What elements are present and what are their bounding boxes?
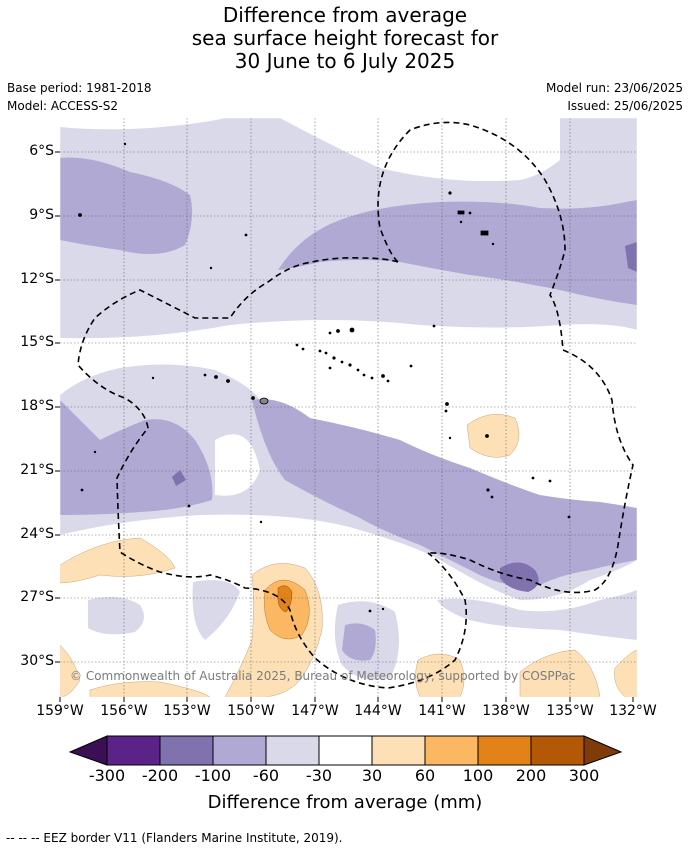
- lon-label-135w: 135°W: [546, 703, 594, 719]
- islands: [78, 142, 571, 613]
- colorbar-tick-label: -100: [194, 766, 232, 785]
- lavender-patch-west: [88, 596, 144, 635]
- colorbar-title: Difference from average (mm): [207, 792, 483, 813]
- colorbar-swatch-5: [318, 735, 373, 766]
- negative-band-central: [252, 399, 637, 586]
- neutral-region-mid: [215, 434, 260, 496]
- colorbar: [68, 735, 623, 766]
- lat-label-30s: 30°S: [20, 653, 54, 669]
- lat-label-27s: 27°S: [20, 589, 54, 605]
- eez-borders: [77, 121, 634, 689]
- colorbar-extend-low: [68, 735, 108, 766]
- graticule: [60, 118, 637, 697]
- lon-label-159w: 159°W: [36, 703, 84, 719]
- lat-label-18s: 18°S: [20, 398, 54, 414]
- colorbar-tick-label: 100: [462, 766, 494, 785]
- lon-label-153w: 153°W: [163, 703, 211, 719]
- lat-label-6s: 6°S: [29, 143, 54, 159]
- negative-band-southeast: [565, 518, 637, 565]
- negative-band-north-west: [60, 157, 193, 254]
- lat-label-24s: 24°S: [20, 526, 54, 542]
- strong-negative-patch-west: [172, 470, 186, 486]
- eez-legend-note: -- -- -- EEZ border V11 (Flanders Marine…: [6, 831, 343, 845]
- colorbar-swatch-8: [477, 735, 532, 766]
- meta-left: Base period: 1981-2018 Model: ACCESS-S2: [7, 79, 152, 115]
- colorbar-swatch-3: [212, 735, 267, 766]
- meta-right: Model run: 23/06/2025 Issued: 25/06/2025: [546, 79, 683, 115]
- colorbar-swatch-7: [424, 735, 479, 766]
- lon-label-144w: 144°W: [354, 703, 402, 719]
- colorbar-swatch-6: [371, 735, 426, 766]
- colorbar-tick-label: 300: [568, 766, 600, 785]
- map-title: Difference from average sea surface heig…: [0, 4, 690, 73]
- lon-label-138w: 138°W: [482, 703, 530, 719]
- lavender-patch-central-south: [192, 579, 240, 640]
- lon-label-147w: 147°W: [291, 703, 339, 719]
- copyright-credit: © Commonwealth of Australia 2025, Bureau…: [70, 669, 576, 683]
- positive-patch-west: [60, 537, 176, 584]
- lat-label-15s: 15°S: [20, 334, 54, 350]
- lat-label-9s: 9°S: [29, 207, 54, 223]
- positive-patch-central-core: [277, 585, 293, 613]
- negative-band-west: [60, 400, 213, 515]
- title-line-1: Difference from average: [222, 3, 468, 27]
- neutral-region-central: [60, 320, 637, 520]
- positive-patch-south: [415, 653, 465, 697]
- colorbar-extend-high: [583, 735, 623, 766]
- model-run: Model run: 23/06/2025: [545, 81, 683, 95]
- colorbar-swatch-9: [530, 735, 585, 766]
- negative-band-north-east: [278, 200, 637, 305]
- title-line-2: sea surface height forecast for: [191, 26, 499, 50]
- lon-label-141w: 141°W: [418, 703, 466, 719]
- lat-label-12s: 12°S: [20, 271, 54, 287]
- positive-patch-southwest-corner: [60, 644, 81, 697]
- neutral-region-north-left: [60, 118, 225, 130]
- lavender-region-south: [437, 590, 637, 640]
- colorbar-tick-label: -200: [141, 766, 179, 785]
- base-period: Base period: 1981-2018: [7, 81, 152, 95]
- positive-patch-lower-left: [89, 681, 211, 697]
- anomaly-field: [60, 118, 637, 697]
- colorbar-swatch-1: [106, 735, 161, 766]
- model-name: Model: ACCESS-S2: [7, 99, 119, 113]
- strong-negative-patch-east: [625, 242, 637, 272]
- positive-patch-east: [466, 414, 520, 458]
- colorbar-swatch-4: [265, 735, 320, 766]
- colorbar-tick-label: -300: [88, 766, 126, 785]
- colorbar-tick-label: -30: [305, 766, 333, 785]
- lon-label-150w: 150°W: [227, 703, 275, 719]
- colorbar-swatch-2: [159, 735, 214, 766]
- colorbar-tick-label: 60: [414, 766, 436, 785]
- title-line-3: 30 June to 6 July 2025: [234, 49, 456, 73]
- colorbar-tick-label: -60: [252, 766, 280, 785]
- colorbar-tick-label: 200: [515, 766, 547, 785]
- issued-date: Issued: 25/06/2025: [567, 99, 683, 113]
- colorbar-tick-label: 30: [361, 766, 383, 785]
- negative-patch-south: [342, 623, 376, 661]
- lat-label-21s: 21°S: [20, 462, 54, 478]
- axis-ticks: [55, 151, 634, 702]
- lon-label-156w: 156°W: [100, 703, 148, 719]
- lon-label-132w: 132°W: [609, 703, 657, 719]
